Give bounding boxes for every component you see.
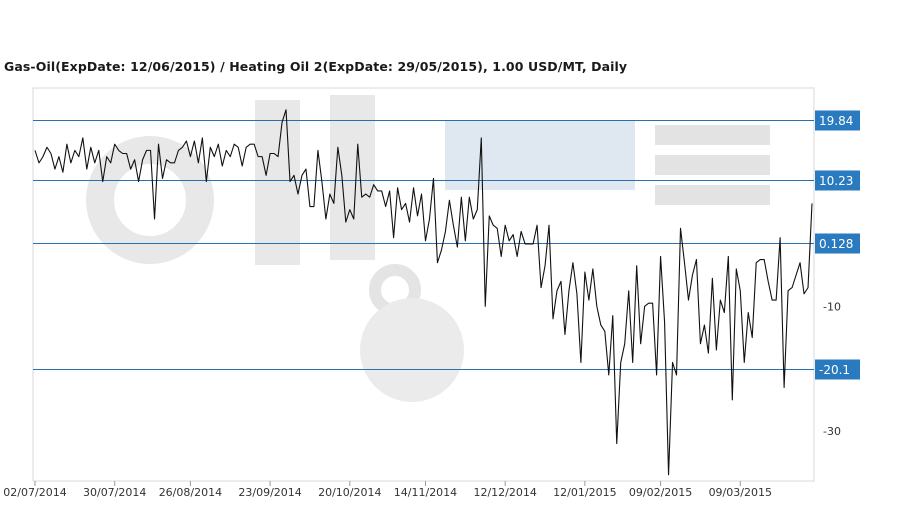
x-tick-label: 23/09/2014 xyxy=(238,486,301,499)
level-badge xyxy=(815,110,860,131)
x-tick-label: 09/03/2015 xyxy=(709,486,772,499)
y-tick-label: -10 xyxy=(823,300,841,313)
series-line xyxy=(34,109,813,476)
level-label: -20.1 xyxy=(819,363,850,377)
level-badge xyxy=(815,170,860,191)
level-label: 10.23 xyxy=(819,174,853,188)
x-tick-label: 26/08/2014 xyxy=(159,486,222,499)
x-tick-label: 20/10/2014 xyxy=(318,486,381,499)
x-tick-label: 14/11/2014 xyxy=(394,486,457,499)
x-tick-label: 02/07/2014 xyxy=(3,486,66,499)
level-badge xyxy=(815,233,860,254)
y-tick-label: -30 xyxy=(823,425,841,438)
level-label: 19.84 xyxy=(819,114,853,128)
plot-frame xyxy=(32,87,815,482)
x-tick-label: 30/07/2014 xyxy=(83,486,146,499)
oilstat-watermark-logo xyxy=(86,95,770,402)
level-label: 0.128 xyxy=(819,237,853,251)
x-tick-label: 12/12/2014 xyxy=(473,486,536,499)
x-tick-label: 09/02/2015 xyxy=(629,486,692,499)
chart-title: Gas-Oil(ExpDate: 12/06/2015) / Heating O… xyxy=(4,59,628,74)
x-tick-label: 12/01/2015 xyxy=(553,486,616,499)
level-badge xyxy=(815,359,860,380)
